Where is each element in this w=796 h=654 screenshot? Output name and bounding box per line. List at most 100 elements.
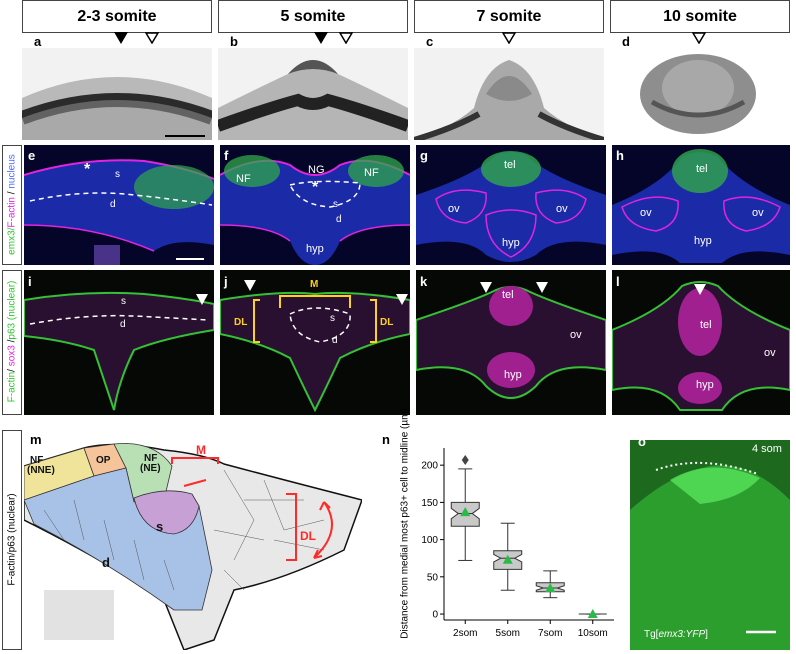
transgene-label: Tg[emx3:YFP]	[644, 629, 708, 640]
outlier-point	[461, 454, 469, 465]
panel-label-h: h	[616, 148, 624, 163]
arrowhead-icon	[196, 294, 208, 305]
label-tel: tel	[502, 289, 514, 301]
mean-marker	[460, 507, 471, 517]
label-ov: ov	[570, 329, 582, 341]
panel-label-i: i	[28, 274, 32, 289]
panel-label-b: b	[230, 34, 238, 49]
label-d: d	[102, 555, 110, 570]
brightfield-panel-b	[218, 48, 408, 140]
box-plot-chart: 0 50 100 150 200 2som 5som 7som 10som	[421, 448, 614, 639]
arrowhead-icon	[480, 282, 492, 293]
label-hyp: hyp	[502, 237, 520, 249]
panel-label-g: g	[420, 148, 428, 163]
stage-header-7: 7 somite	[414, 0, 604, 33]
label-d: d	[120, 319, 126, 330]
label-nf: NF	[236, 173, 251, 185]
label-hyp: hyp	[696, 379, 714, 391]
label-s: s	[333, 199, 338, 210]
confocal-panel-j	[220, 270, 410, 415]
fluorescence-panel-o	[630, 440, 790, 650]
label-nf: NF	[144, 453, 158, 464]
stage-label: 5 somite	[280, 7, 346, 25]
label-hyp: hyp	[694, 235, 712, 247]
label-stage: 4 som	[752, 443, 782, 455]
label-ov: ov	[752, 207, 764, 219]
panel-label-a: a	[34, 34, 42, 49]
arrowhead-open-icon	[339, 32, 353, 44]
label-d: d	[110, 199, 116, 210]
label-tel: tel	[700, 319, 712, 331]
label-s: s	[121, 296, 126, 307]
arrowhead-icon	[694, 284, 706, 295]
label-dl: DL	[234, 317, 248, 328]
y-tick-label: 150	[421, 498, 438, 509]
label-ng: NG	[308, 164, 325, 176]
label-op: OP	[96, 455, 111, 466]
confocal-panel-f	[220, 145, 410, 265]
row2-channel-label: emx3/F-actin / nucleus	[6, 154, 18, 255]
label-hyp: hyp	[306, 243, 324, 255]
stage-header-5: 5 somite	[218, 0, 408, 33]
confocal-panel-l	[612, 270, 790, 415]
label-s: s	[156, 519, 164, 534]
label-tel: tel	[696, 163, 708, 175]
mean-marker	[502, 554, 513, 564]
arrowhead-icon	[396, 294, 408, 305]
stage-label: 7 somite	[476, 7, 542, 25]
label-ov: ov	[556, 203, 568, 215]
row3-side-box	[2, 270, 22, 415]
y-tick-label: 50	[427, 572, 439, 583]
label-s: s	[330, 313, 335, 324]
arrowhead-filled-icon	[314, 32, 328, 44]
stage-header-2-3: 2-3 somite	[22, 0, 212, 33]
x-tick-label: 10som	[578, 628, 608, 639]
arrowhead-icon	[244, 280, 256, 291]
panel-label-j: j	[224, 274, 228, 289]
label-hyp: hyp	[504, 369, 522, 381]
x-tick-label: 5som	[496, 628, 520, 639]
asterisk-marker: *	[312, 179, 319, 196]
label-ov: ov	[640, 207, 652, 219]
label-dl: DL	[380, 317, 394, 328]
stage-label: 2-3 somite	[77, 7, 157, 25]
confocal-panel-h	[612, 145, 790, 265]
panel-label-k: k	[420, 274, 428, 289]
mean-marker	[587, 609, 598, 619]
x-tick-label: 7som	[538, 628, 562, 639]
label-ov: ov	[448, 203, 460, 215]
label-m: M	[196, 443, 206, 457]
stage-header-10: 10 somite	[610, 0, 790, 33]
arrowhead-open-icon	[145, 32, 159, 44]
x-tick-label: 2som	[453, 628, 477, 639]
arrowhead-icon	[536, 282, 548, 293]
panel-label-c: c	[426, 34, 434, 49]
confocal-panel-g	[416, 145, 606, 265]
label-tel: tel	[504, 159, 516, 171]
panel-label-m: m	[30, 432, 42, 447]
label-s: s	[115, 169, 120, 180]
brightfield-panel-d	[610, 48, 790, 140]
label-m: M	[310, 279, 319, 290]
panel-label-l: l	[616, 274, 620, 289]
panel-label-d: d	[622, 34, 630, 49]
label-ov: ov	[764, 347, 776, 359]
arrowhead-filled-icon	[114, 32, 128, 44]
brightfield-panel-a	[22, 48, 212, 140]
confocal-panel-e	[24, 145, 214, 265]
label-d: d	[332, 335, 338, 346]
brightfield-panel-c	[414, 48, 604, 140]
label-dl: DL	[300, 529, 316, 543]
label-nf: NF	[364, 167, 379, 179]
mean-marker	[545, 582, 556, 592]
row4-channel-label: F-actin/p63 (nuclear)	[6, 493, 18, 586]
y-tick-label: 200	[421, 461, 438, 472]
label-ne: (NE)	[140, 463, 161, 474]
stage-label: 10 somite	[663, 7, 737, 25]
confocal-panel-i	[24, 270, 214, 415]
label-nne: (NNE)	[27, 465, 55, 476]
arrowhead-open-icon	[692, 32, 706, 44]
y-tick-label: 100	[421, 535, 438, 546]
confocal-panel-k	[416, 270, 606, 415]
panel-label-e: e	[28, 148, 36, 163]
